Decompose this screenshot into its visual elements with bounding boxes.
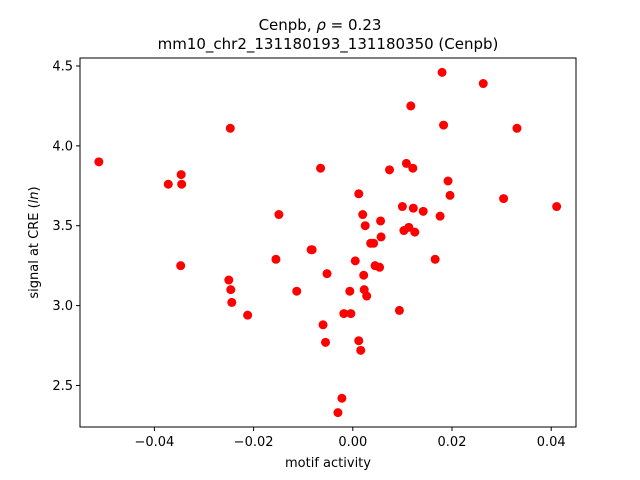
data-point bbox=[356, 345, 366, 355]
data-point bbox=[410, 227, 420, 237]
data-point bbox=[224, 275, 234, 285]
data-point bbox=[437, 67, 447, 77]
y-tick-label: 4.5 bbox=[52, 59, 73, 74]
data-point bbox=[369, 238, 379, 248]
data-point bbox=[176, 261, 186, 271]
data-point bbox=[346, 309, 356, 319]
data-point bbox=[354, 336, 364, 346]
chart-title-line2: mm10_chr2_131180193_131180350 (Cenpb) bbox=[158, 35, 499, 54]
x-tick-label: 0.02 bbox=[438, 435, 467, 450]
data-point bbox=[94, 157, 104, 167]
y-tick-label: 4.0 bbox=[52, 139, 73, 154]
data-point bbox=[243, 310, 253, 320]
y-tick-label: 3.0 bbox=[52, 299, 73, 314]
data-point bbox=[345, 286, 355, 296]
x-tick-label: −0.04 bbox=[134, 435, 174, 450]
data-point bbox=[499, 194, 509, 204]
data-point bbox=[360, 221, 370, 231]
data-point bbox=[430, 254, 440, 264]
x-axis-ticks: −0.04 −0.02 0.00 0.02 0.04 bbox=[134, 427, 566, 450]
data-point bbox=[376, 232, 386, 242]
y-tick-label: 2.5 bbox=[52, 379, 73, 394]
data-point bbox=[274, 210, 284, 220]
data-point bbox=[337, 393, 347, 403]
data-point bbox=[443, 176, 453, 186]
data-point bbox=[307, 245, 317, 255]
data-point bbox=[394, 305, 404, 315]
x-tick-label: 0.04 bbox=[537, 435, 566, 450]
data-point bbox=[339, 309, 349, 319]
data-point bbox=[271, 254, 281, 264]
data-point bbox=[478, 79, 488, 89]
data-point bbox=[177, 179, 187, 189]
data-point bbox=[408, 163, 418, 173]
data-point bbox=[397, 202, 407, 212]
data-point bbox=[375, 262, 385, 272]
data-point bbox=[176, 170, 186, 180]
data-point bbox=[316, 163, 326, 173]
data-point bbox=[418, 206, 428, 216]
data-point bbox=[358, 210, 368, 220]
data-point bbox=[439, 120, 449, 130]
data-point bbox=[435, 211, 445, 221]
y-tick-label: 3.5 bbox=[52, 219, 73, 234]
x-tick-label: 0.00 bbox=[338, 435, 367, 450]
data-point bbox=[406, 101, 416, 111]
chart-title-line1: Cenpb, ρ = 0.23 bbox=[259, 16, 382, 34]
data-point bbox=[321, 337, 331, 347]
data-point bbox=[225, 123, 235, 133]
data-point bbox=[552, 202, 562, 212]
x-axis-label: motif activity bbox=[285, 456, 371, 471]
data-points bbox=[94, 67, 562, 418]
plot-frame bbox=[79, 57, 577, 428]
data-point bbox=[362, 291, 372, 301]
data-point bbox=[322, 269, 332, 279]
data-point bbox=[163, 179, 173, 189]
data-point bbox=[318, 320, 328, 330]
data-point bbox=[385, 165, 394, 175]
data-point bbox=[227, 297, 237, 307]
data-point bbox=[376, 216, 386, 226]
data-point bbox=[401, 158, 411, 168]
x-tick-label: −0.02 bbox=[234, 435, 274, 450]
data-point bbox=[226, 285, 236, 295]
data-point bbox=[512, 123, 522, 133]
data-point bbox=[350, 256, 360, 266]
data-point bbox=[445, 190, 455, 200]
data-point bbox=[292, 286, 302, 296]
data-point bbox=[333, 408, 343, 418]
y-axis-label: signal at CRE (ln) bbox=[27, 186, 42, 298]
data-point bbox=[408, 203, 418, 213]
data-point bbox=[354, 189, 364, 199]
data-point bbox=[359, 270, 369, 280]
y-axis-ticks: 2.5 3.0 3.5 4.0 4.5 bbox=[52, 59, 80, 394]
